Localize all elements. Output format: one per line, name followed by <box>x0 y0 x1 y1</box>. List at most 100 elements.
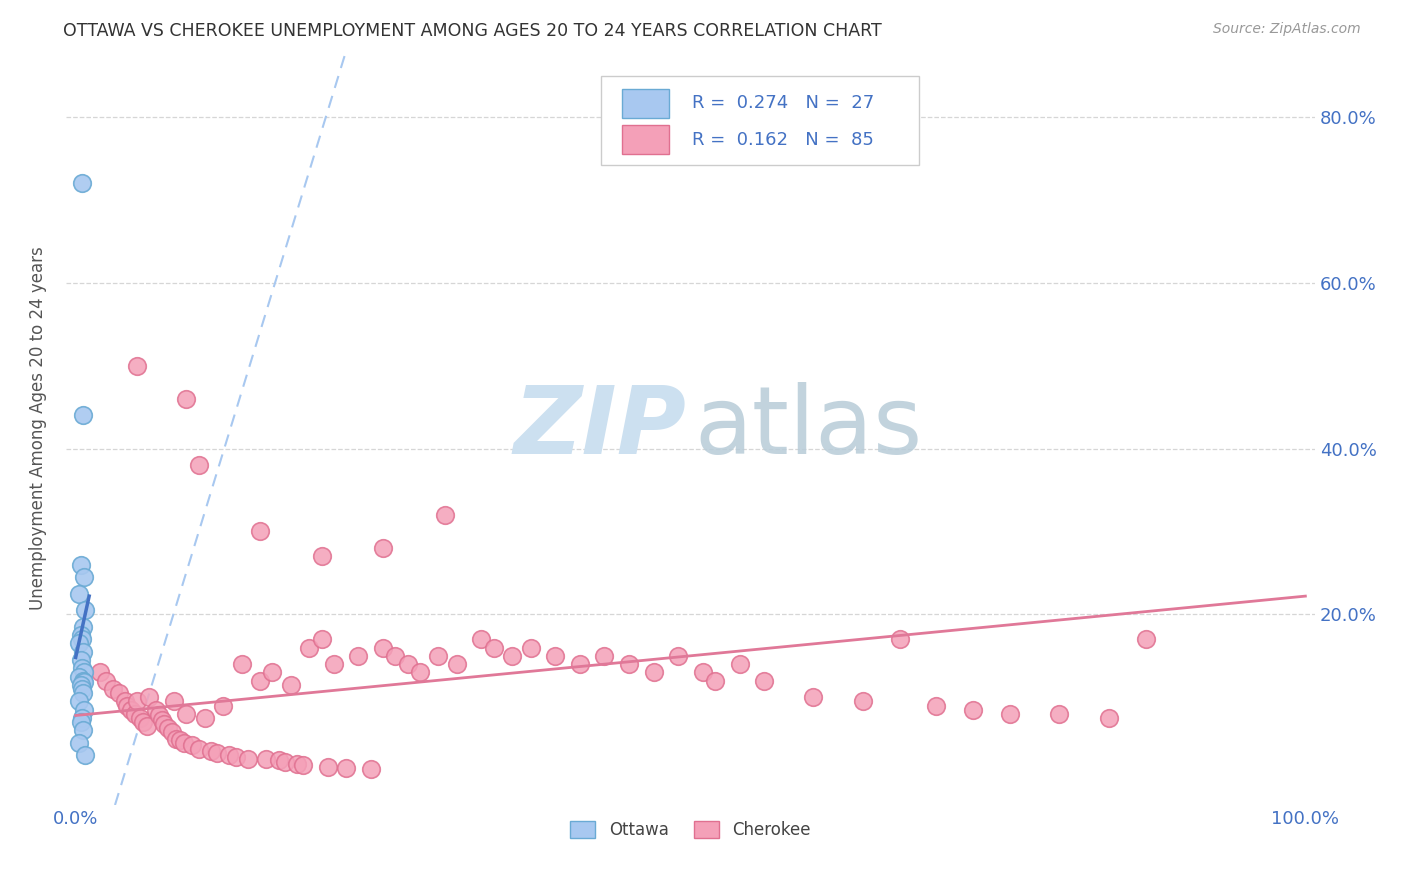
Point <box>212 698 235 713</box>
Point <box>101 681 124 696</box>
Point <box>925 698 948 713</box>
Text: R =  0.274   N =  27: R = 0.274 N = 27 <box>692 95 875 112</box>
Point <box>311 632 333 647</box>
Point <box>124 706 146 721</box>
FancyBboxPatch shape <box>600 76 920 165</box>
Point <box>67 587 90 601</box>
Point <box>70 661 93 675</box>
Point <box>285 756 308 771</box>
Point <box>409 665 432 680</box>
Point <box>107 686 129 700</box>
Point <box>384 648 406 663</box>
Legend: Ottawa, Cherokee: Ottawa, Cherokee <box>564 814 817 846</box>
Point <box>852 694 875 708</box>
Point <box>128 711 150 725</box>
Point <box>160 725 183 739</box>
Point <box>96 673 118 688</box>
Point <box>153 716 176 731</box>
Point <box>231 657 253 671</box>
Point <box>132 715 155 730</box>
Point <box>371 541 394 555</box>
Point <box>156 721 179 735</box>
Point <box>666 648 689 663</box>
Point <box>72 686 94 700</box>
Point <box>176 706 198 721</box>
Text: OTTAWA VS CHEROKEE UNEMPLOYMENT AMONG AGES 20 TO 24 YEARS CORRELATION CHART: OTTAWA VS CHEROKEE UNEMPLOYMENT AMONG AG… <box>63 22 882 40</box>
Point <box>73 570 96 584</box>
FancyBboxPatch shape <box>621 126 669 154</box>
Point <box>692 665 714 680</box>
Point <box>127 694 149 708</box>
Point <box>69 715 91 730</box>
Point <box>67 736 90 750</box>
Point <box>617 657 640 671</box>
Point <box>181 739 204 753</box>
Point <box>1049 706 1071 721</box>
Point <box>643 665 665 680</box>
Text: R =  0.162   N =  85: R = 0.162 N = 85 <box>692 131 873 149</box>
Point <box>470 632 492 647</box>
Point <box>754 673 776 688</box>
Point <box>67 694 90 708</box>
Point <box>73 665 96 680</box>
Point <box>519 640 541 655</box>
FancyBboxPatch shape <box>621 89 669 118</box>
Point <box>89 665 111 680</box>
Point <box>69 653 91 667</box>
Point <box>889 632 911 647</box>
Point <box>67 636 90 650</box>
Point <box>72 409 94 423</box>
Point <box>803 690 825 705</box>
Point <box>72 620 94 634</box>
Point <box>72 723 94 738</box>
Point <box>163 694 186 708</box>
Point <box>72 673 94 688</box>
Point <box>205 746 228 760</box>
Point <box>73 675 96 690</box>
Point <box>962 703 984 717</box>
Point <box>273 755 295 769</box>
Text: atlas: atlas <box>695 382 922 474</box>
Point <box>360 762 382 776</box>
Point <box>482 640 505 655</box>
Point <box>316 760 339 774</box>
Point <box>292 758 315 772</box>
Point <box>136 719 159 733</box>
Point <box>371 640 394 655</box>
Point <box>187 458 209 472</box>
Point <box>145 703 167 717</box>
Point <box>249 524 271 539</box>
Point <box>69 678 91 692</box>
Point <box>298 640 321 655</box>
Point <box>396 657 419 671</box>
Point <box>75 603 97 617</box>
Point <box>176 392 198 406</box>
Point <box>150 713 173 727</box>
Point <box>187 741 209 756</box>
Point <box>169 733 191 747</box>
Point <box>427 648 450 663</box>
Point <box>120 703 142 717</box>
Point <box>70 632 93 647</box>
Point <box>1135 632 1157 647</box>
Point <box>335 761 357 775</box>
Point <box>70 177 93 191</box>
Point <box>70 711 93 725</box>
Point <box>75 748 97 763</box>
Point <box>72 645 94 659</box>
Point <box>69 558 91 572</box>
Point <box>728 657 751 671</box>
Point <box>568 657 591 671</box>
Point <box>166 731 188 746</box>
Point <box>311 549 333 564</box>
Point <box>218 748 240 763</box>
Point <box>67 669 90 683</box>
Point <box>267 753 290 767</box>
Point <box>200 744 222 758</box>
Point <box>262 665 284 680</box>
Point <box>704 673 727 688</box>
Point <box>148 708 170 723</box>
Point <box>1000 706 1022 721</box>
Point <box>225 750 247 764</box>
Point <box>117 698 139 713</box>
